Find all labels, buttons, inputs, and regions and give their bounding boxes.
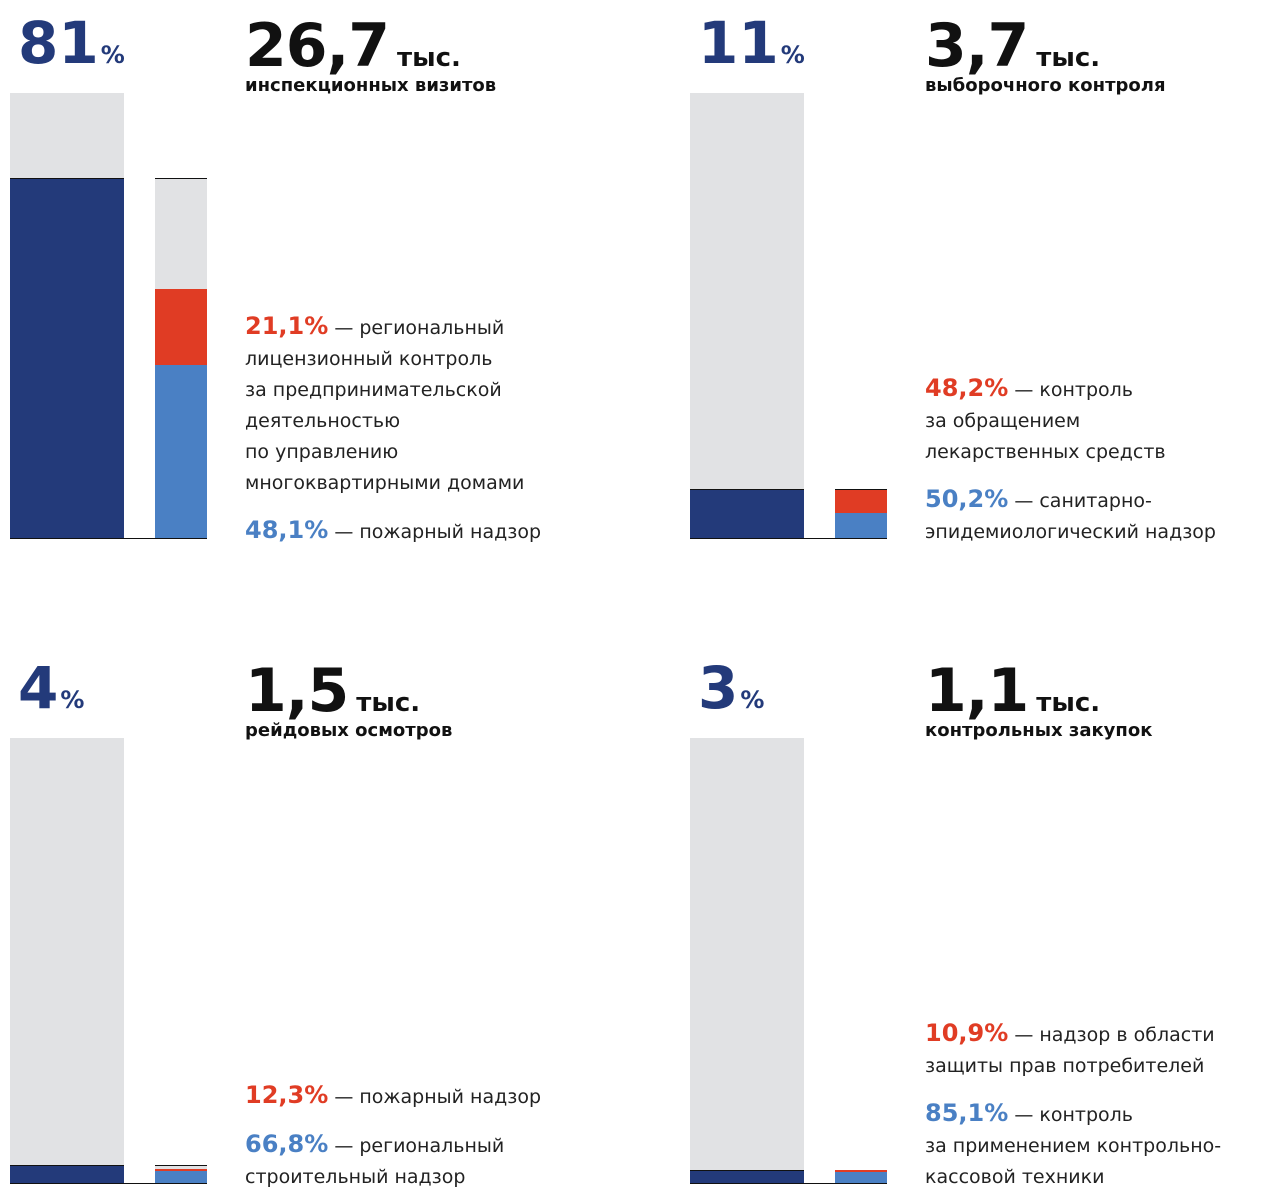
breakdown-item: 21,1% — региональный лицензионный контро… xyxy=(245,311,541,499)
share-number: 4 xyxy=(18,654,59,722)
count-number: 3,7 xyxy=(925,11,1029,81)
breakdown-list: 12,3% — пожарный надзор 66,8% — региональ… xyxy=(245,1080,541,1193)
breakdown-segment xyxy=(155,288,207,365)
breakdown-list: 48,2% — контроль за обращением лекарстве… xyxy=(925,373,1216,548)
share-value: 11% xyxy=(698,14,805,72)
baseline xyxy=(10,538,207,539)
share-value: 81% xyxy=(18,14,125,72)
count-value: 26,7 тыс. xyxy=(245,16,461,76)
count-unit: тыс. xyxy=(356,688,421,718)
bar-background xyxy=(10,738,124,1183)
bar-background xyxy=(690,738,804,1183)
share-bar xyxy=(10,1165,124,1183)
share-value: 4% xyxy=(18,659,84,717)
item-label: 48,2% xyxy=(925,374,1009,402)
breakdown-item: 85,1% — контроль за применением контроль… xyxy=(925,1098,1221,1193)
baseline xyxy=(690,538,887,539)
breakdown-item: 10,9% — надзор в области защиты прав пот… xyxy=(925,1018,1221,1082)
count-value: 1,5 тыс. xyxy=(245,661,420,721)
breakdown-segment xyxy=(155,1168,207,1172)
breakdown-segment xyxy=(835,1171,887,1183)
item-text: — надзор в области защиты прав потребите… xyxy=(925,1024,1215,1077)
breakdown-item: 48,1% — пожарный надзор xyxy=(245,515,541,548)
breakdown-segment xyxy=(155,364,207,538)
item-text: — контроль за обращением лекарственных с… xyxy=(925,379,1166,463)
count-number: 26,7 xyxy=(245,11,390,81)
breakdown-segment xyxy=(155,1171,207,1183)
share-number: 81 xyxy=(18,9,99,77)
item-label: 21,1% xyxy=(245,312,329,340)
count-number: 1,1 xyxy=(925,656,1029,726)
item-label: 48,1% xyxy=(245,516,329,544)
item-label: 66,8% xyxy=(245,1130,329,1158)
item-text: — региональный лицензионный контроль за … xyxy=(245,317,525,494)
item-label: 12,3% xyxy=(245,1081,329,1109)
breakdown-list: 21,1% — региональный лицензионный контро… xyxy=(245,311,541,548)
share-bar xyxy=(10,177,124,538)
count-caption: инспекционных визитов xyxy=(245,75,497,96)
share-value: 3% xyxy=(698,659,764,717)
share-unit: % xyxy=(780,41,805,69)
item-text: — региональный строительный надзор xyxy=(245,1135,505,1188)
share-number: 3 xyxy=(698,654,739,722)
breakdown-segment xyxy=(835,489,887,514)
count-value: 3,7 тыс. xyxy=(925,16,1100,76)
share-bar xyxy=(690,489,804,538)
count-caption: рейдовых осмотров xyxy=(245,720,453,741)
count-value: 1,1 тыс. xyxy=(925,661,1100,721)
count-caption: выборочного контроля xyxy=(925,75,1166,96)
breakdown-item: 66,8% — региональный строительный надзор xyxy=(245,1129,541,1193)
baseline xyxy=(690,1183,887,1184)
breakdown-item: 48,2% — контроль за обращением лекарстве… xyxy=(925,373,1216,468)
item-text: — санитарно- эпидемиологический надзор xyxy=(925,490,1216,543)
share-unit: % xyxy=(100,41,125,69)
count-caption: контрольных закупок xyxy=(925,720,1153,741)
item-text: — пожарный надзор xyxy=(334,521,542,543)
item-label: 50,2% xyxy=(925,485,1009,513)
breakdown-segment xyxy=(835,513,887,538)
bar-background xyxy=(690,93,804,538)
breakdown-item: 50,2% — санитарно- эпидемиологический на… xyxy=(925,484,1216,548)
share-unit: % xyxy=(740,686,765,714)
share-number: 11 xyxy=(698,9,779,77)
count-number: 1,5 xyxy=(245,656,349,726)
item-text: — пожарный надзор xyxy=(334,1086,542,1108)
count-unit: тыс. xyxy=(1036,688,1101,718)
breakdown-list: 10,9% — надзор в области защиты прав пот… xyxy=(925,1018,1221,1193)
baseline xyxy=(10,1183,207,1184)
item-label: 10,9% xyxy=(925,1019,1009,1047)
count-unit: тыс. xyxy=(397,43,461,73)
count-unit: тыс. xyxy=(1036,43,1101,73)
item-label: 85,1% xyxy=(925,1099,1009,1127)
share-unit: % xyxy=(60,686,85,714)
breakdown-segment xyxy=(835,1170,887,1172)
item-text: — контроль за применением контрольно- ка… xyxy=(925,1104,1222,1188)
share-bar xyxy=(690,1169,804,1183)
breakdown-item: 12,3% — пожарный надзор xyxy=(245,1080,541,1113)
